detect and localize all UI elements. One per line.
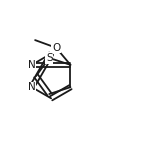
Text: S: S	[46, 53, 53, 63]
Text: O: O	[52, 43, 60, 53]
Text: N: N	[28, 82, 36, 92]
Text: N: N	[28, 60, 36, 70]
